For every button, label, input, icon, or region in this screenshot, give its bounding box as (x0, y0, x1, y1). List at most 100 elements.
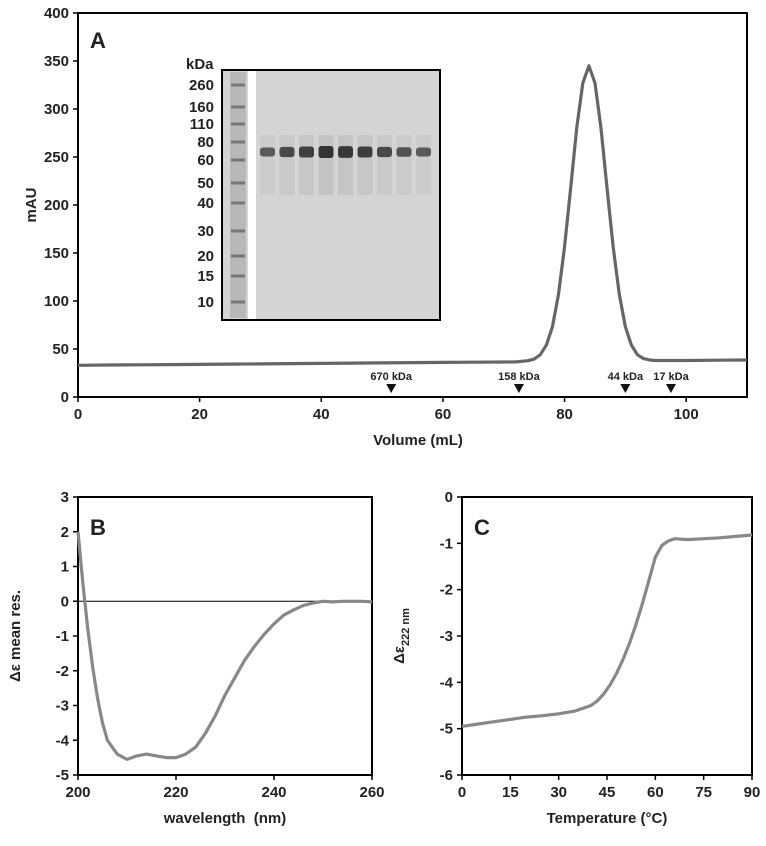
ladder-band (231, 140, 245, 144)
y-tick-label: -3 (440, 628, 453, 645)
panel-label: C (474, 515, 490, 540)
marker-arrow (665, 384, 676, 393)
ladder-label: 60 (197, 152, 214, 169)
x-axis-label: Volume (mL) (373, 432, 463, 449)
y-tick-label: 250 (44, 149, 69, 166)
y-tick-label: 350 (44, 53, 69, 70)
x-tick-label: 75 (695, 784, 712, 801)
x-axis-label: Temperature (°C) (547, 810, 668, 827)
marker-label: 44 kDa (608, 371, 644, 383)
x-tick-label: 240 (261, 784, 286, 801)
ladder-label: 20 (197, 248, 214, 265)
ladder-band (231, 254, 245, 258)
marker-arrow (620, 384, 631, 393)
panel-label: A (90, 28, 106, 53)
x-tick-label: 100 (674, 406, 699, 423)
ladder-band (231, 83, 245, 87)
y-tick-label: 0 (61, 389, 69, 406)
gel-band (260, 147, 275, 157)
x-axis-label: wavelength (nm) (163, 810, 287, 827)
y-tick-label: 50 (52, 341, 69, 358)
gel-band (357, 146, 373, 158)
y-axis-label: Δε222 nm (391, 608, 412, 664)
gel-band (377, 146, 392, 158)
gel-ladder-lane (230, 72, 246, 318)
x-tick-label: 80 (556, 406, 573, 423)
ladder-label: 30 (197, 223, 214, 240)
ladder-band (231, 300, 245, 304)
ladder-band (231, 201, 245, 205)
y-tick-label: -6 (440, 767, 453, 784)
y-tick-label: -1 (56, 628, 69, 645)
gel-band (338, 146, 353, 158)
y-tick-label: -4 (440, 674, 454, 691)
marker-arrow (386, 384, 397, 393)
y-tick-label: 300 (44, 101, 69, 118)
x-tick-label: 40 (313, 406, 330, 423)
data-line (77, 64, 748, 367)
y-axis-label-main: Δε (391, 646, 408, 664)
gel-unit: kDa (186, 56, 214, 73)
x-tick-label: 200 (65, 784, 90, 801)
gel-smear (338, 135, 353, 195)
y-axis-label-main: mAU (23, 187, 40, 222)
data-line (76, 531, 373, 761)
y-axis-label: Δε mean res. (7, 590, 24, 682)
gel-band (318, 146, 334, 158)
ladder-label: 110 (190, 116, 214, 133)
y-tick-label: 200 (44, 197, 69, 214)
x-tick-label: 60 (647, 784, 664, 801)
ladder-label: 260 (189, 77, 214, 94)
gel-smear (279, 135, 295, 195)
y-tick-label: -2 (440, 582, 453, 599)
gel-divider (248, 71, 256, 319)
y-tick-label: 1 (61, 559, 69, 576)
ladder-label: 80 (197, 134, 214, 151)
y-tick-label: 0 (61, 593, 69, 610)
x-tick-label: 30 (550, 784, 567, 801)
ladder-band (231, 158, 245, 162)
y-axis-label-main: Δε mean res. (7, 590, 24, 682)
marker-label: 670 kDa (370, 371, 412, 383)
ladder-band (231, 181, 245, 185)
ladder-band (231, 274, 245, 278)
gel-smear (357, 135, 373, 195)
gel-smear (416, 135, 431, 195)
gel-band (396, 147, 412, 157)
gel-smear (260, 135, 275, 195)
ladder-band (231, 105, 245, 109)
y-tick-label: 3 (61, 489, 69, 506)
y-tick-label: -3 (56, 698, 69, 715)
gel-smear (377, 135, 392, 195)
ladder-label: 10 (197, 294, 214, 311)
y-axis-label-sub: 222 nm (400, 608, 412, 646)
ladder-label: 40 (197, 195, 214, 212)
x-tick-label: 220 (163, 784, 188, 801)
marker-arrow (513, 384, 524, 393)
y-tick-label: -4 (56, 732, 70, 749)
gel-band (299, 146, 314, 158)
y-axis-label: mAU (23, 187, 40, 222)
x-tick-label: 260 (359, 784, 384, 801)
ladder-band (231, 229, 245, 233)
x-tick-label: 45 (599, 784, 616, 801)
x-tick-label: 0 (74, 406, 82, 423)
panel-label: B (90, 515, 106, 540)
y-tick-label: 150 (44, 245, 69, 262)
ladder-band (231, 122, 245, 126)
marker-label: 158 kDa (498, 371, 540, 383)
gel-smear (318, 135, 334, 195)
ladder-label: 15 (197, 268, 214, 285)
marker-label: 17 kDa (653, 371, 689, 383)
y-tick-label: -1 (440, 535, 453, 552)
y-tick-label: 400 (44, 5, 69, 22)
x-tick-label: 60 (435, 406, 452, 423)
x-tick-label: 15 (502, 784, 519, 801)
data-line (461, 533, 753, 728)
y-tick-label: -5 (440, 721, 453, 738)
gel-smear (299, 135, 314, 195)
x-tick-label: 0 (458, 784, 466, 801)
ladder-label: 50 (197, 175, 214, 192)
